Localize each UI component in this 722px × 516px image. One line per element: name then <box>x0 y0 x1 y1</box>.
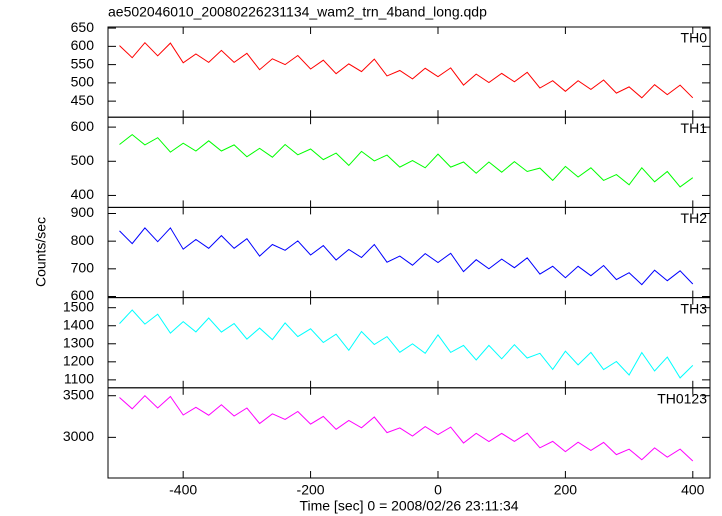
y-tick-label: 800 <box>71 232 95 248</box>
x-tick-label: 400 <box>681 482 705 498</box>
y-tick-label: 1400 <box>63 316 94 332</box>
y-tick-label: 450 <box>71 92 95 108</box>
y-tick-label: 600 <box>71 37 95 53</box>
series-line <box>119 309 694 379</box>
x-tick-label: 200 <box>554 482 578 498</box>
chart-title: ae502046010_20080226231134_wam2_trn_4ban… <box>108 4 487 20</box>
y-tick-label: 1300 <box>63 334 94 350</box>
y-tick-label: 1200 <box>63 353 94 369</box>
y-tick-label: 3000 <box>63 428 94 444</box>
y-axis-label: Counts/sec <box>33 217 49 287</box>
y-tick-label: 700 <box>71 260 95 276</box>
y-tick-label: 650 <box>71 19 95 35</box>
y-tick-label: 3500 <box>63 386 94 402</box>
panel-label: TH3 <box>681 300 708 316</box>
y-tick-label: 600 <box>71 287 95 303</box>
panel-frame <box>107 387 711 479</box>
series-line <box>119 41 694 99</box>
panel-label: TH2 <box>681 210 708 226</box>
panel-label: TH0 <box>681 30 708 46</box>
y-tick-label: 550 <box>71 55 95 71</box>
y-tick-label: 600 <box>71 118 95 134</box>
x-tick-label: 0 <box>434 482 442 498</box>
panel-frame <box>107 26 711 118</box>
y-tick-label: 400 <box>71 186 95 202</box>
series-line <box>119 227 694 286</box>
y-tick-label: 900 <box>71 204 95 220</box>
x-tick-label: -200 <box>297 482 325 498</box>
x-tick-label: -400 <box>169 482 197 498</box>
panel-frame <box>107 297 711 389</box>
series-line <box>119 394 694 462</box>
series-line <box>119 133 694 188</box>
y-tick-label: 500 <box>71 74 95 90</box>
y-tick-label: 1100 <box>64 371 94 387</box>
panel-label: TH0123 <box>657 391 707 407</box>
y-tick-label: 500 <box>71 152 95 168</box>
panel-frame <box>107 206 711 299</box>
x-axis-label: Time [sec] 0 = 2008/02/26 23:11:34 <box>299 498 518 514</box>
panel-label: TH1 <box>681 120 708 136</box>
y-tick-label: 1500 <box>63 298 94 314</box>
